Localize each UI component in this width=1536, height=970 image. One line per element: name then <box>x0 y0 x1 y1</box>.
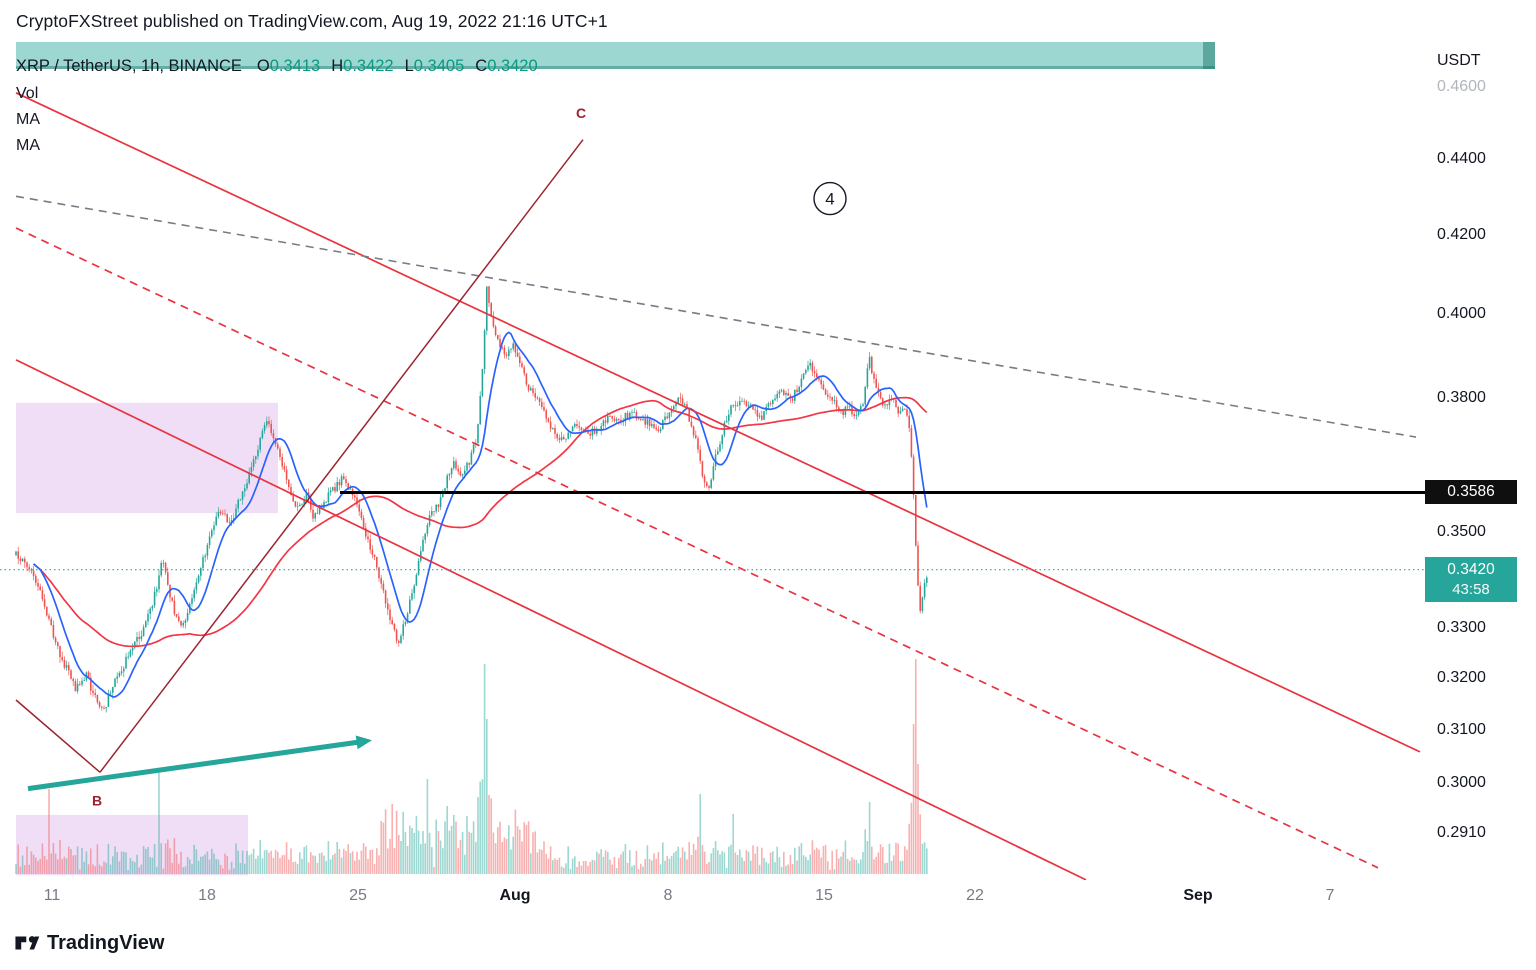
wave-b-to-c[interactable] <box>99 139 584 773</box>
time-tick: 11 <box>43 887 61 904</box>
price-tick: 0.4600 <box>1437 78 1486 95</box>
time-tick: Sep <box>1183 887 1213 904</box>
indicator-volume-label[interactable]: Vol <box>16 85 39 102</box>
price-tick: 0.4000 <box>1437 305 1486 322</box>
price-tick: 0.3000 <box>1437 774 1486 791</box>
indicator-ma1-label[interactable]: MA <box>16 111 40 128</box>
ma-slow-line[interactable] <box>33 396 928 648</box>
price-tick: 0.4400 <box>1437 150 1486 167</box>
attribution-text: CryptoFXStreet published on TradingView.… <box>16 11 608 31</box>
ohlc-field-label: C <box>475 57 488 75</box>
ohlc-field-label: L <box>404 57 414 75</box>
ohlc-field-label: H <box>331 57 344 75</box>
wave-a-to-b[interactable] <box>15 699 101 773</box>
highlight-banner <box>16 42 1215 69</box>
ma-fast-line[interactable] <box>33 331 928 698</box>
ohlc-field-value: 0.3413 <box>269 57 321 75</box>
volume-bars <box>15 659 928 874</box>
ohlc-field-label: O <box>256 57 270 75</box>
price-tick: 0.3300 <box>1437 619 1486 636</box>
wave-label-C: C <box>576 105 586 121</box>
price-tick: 0.4200 <box>1437 226 1486 243</box>
footer-brand[interactable]: TradingView <box>14 930 164 956</box>
wave-4-label: 4 <box>825 190 834 209</box>
ohlc-field-value: 0.3422 <box>343 57 394 75</box>
wave-label-B: B <box>92 793 102 809</box>
price-tick: 0.2910 <box>1437 824 1486 841</box>
price-scale[interactable]: USDT 0.3586 0.3420 43:58 0.4600 0.4400 0.4… <box>1425 0 1536 882</box>
demand-zone[interactable] <box>16 814 248 876</box>
momentum-arrow[interactable] <box>27 739 363 792</box>
indicator-ma2-label[interactable]: MA <box>16 137 40 154</box>
ohlc-row: O0.3413 H0.3422 L0.3405 C0.3420 <box>246 57 538 75</box>
bar-countdown: 43:58 <box>1452 581 1490 598</box>
time-tick: 7 <box>1325 887 1335 904</box>
price-tick: 0.3100 <box>1437 721 1486 738</box>
time-tick: 22 <box>966 887 984 904</box>
tradingview-logo-icon <box>15 936 40 950</box>
descending-channel-mid-dashed[interactable] <box>15 227 1379 869</box>
ohlc-field-value: 0.3405 <box>413 57 465 75</box>
price-level-badge: 0.3586 <box>1425 480 1517 504</box>
wave-4-circle[interactable] <box>813 181 847 216</box>
symbol-title[interactable]: XRP / TetherUS, 1h, BINANCE <box>16 57 242 75</box>
current-price-badge: 0.3420 43:58 <box>1425 557 1517 602</box>
descending-channel-top[interactable] <box>15 92 1421 753</box>
ohlc-field-value: 0.3420 <box>487 57 538 75</box>
time-scale[interactable]: 11 18 25 Aug 8 15 22 Sep 7 <box>0 880 1425 916</box>
gray-resistance-dashed[interactable] <box>15 195 1417 438</box>
time-tick: Aug <box>499 887 531 904</box>
price-tick: 0.3200 <box>1437 669 1486 686</box>
attribution-bar: CryptoFXStreet published on TradingView.… <box>16 11 608 32</box>
brand-name: TradingView <box>47 931 165 954</box>
time-tick: 15 <box>815 887 833 904</box>
time-tick: 25 <box>349 887 367 904</box>
descending-channel-bottom[interactable] <box>15 359 1087 881</box>
time-tick: 18 <box>198 887 216 904</box>
time-tick: 8 <box>663 887 673 904</box>
current-price-value: 0.3420 <box>1447 561 1495 578</box>
price-tick: 0.3800 <box>1437 389 1486 406</box>
momentum-arrow-head <box>355 735 372 750</box>
candles <box>15 285 928 713</box>
price-scale-currency: USDT <box>1437 52 1481 69</box>
symbol-legend[interactable]: XRP / TetherUS, 1h, BINANCE O0.3413 H0.342… <box>16 57 538 76</box>
supply-zone[interactable] <box>16 402 278 514</box>
price-tick: 0.3500 <box>1437 523 1486 540</box>
